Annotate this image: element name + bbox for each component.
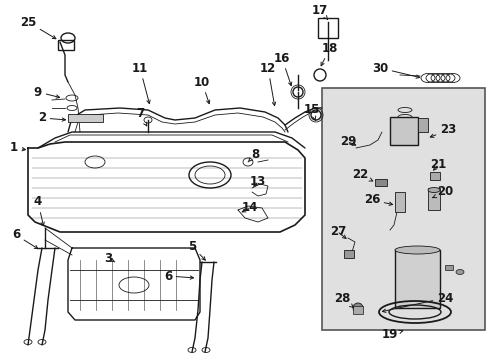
Text: 6: 6 [163,270,193,283]
Text: 11: 11 [132,62,150,104]
Text: 20: 20 [432,185,452,198]
Text: 14: 14 [242,202,258,215]
Text: 3: 3 [104,252,115,265]
Bar [58,40,74,50]
Text: 18: 18 [321,41,338,66]
Bar [394,250,439,308]
Bar [394,192,404,212]
Text: 24: 24 [382,292,452,312]
Bar [417,118,427,132]
Text: 29: 29 [339,135,355,148]
Bar [444,265,452,270]
Ellipse shape [427,188,439,193]
Text: 13: 13 [249,175,265,189]
Text: 30: 30 [371,62,419,78]
Text: 12: 12 [259,62,276,105]
Text: 1: 1 [10,141,25,154]
Bar [352,306,362,314]
Text: 8: 8 [247,148,259,162]
Ellipse shape [352,303,362,313]
Text: 15: 15 [303,104,320,121]
Text: 27: 27 [329,225,346,238]
Text: 26: 26 [363,193,392,207]
Text: 2: 2 [38,112,65,125]
Text: 7: 7 [136,108,146,126]
Text: 16: 16 [273,51,291,86]
Bar [68,114,103,122]
Text: 9: 9 [34,85,60,99]
Text: 6: 6 [12,229,38,249]
Text: 4: 4 [34,195,44,226]
Text: 28: 28 [333,292,352,307]
Bar [389,117,417,145]
Text: 17: 17 [311,4,327,19]
Bar [374,179,386,186]
Text: 22: 22 [351,168,372,181]
Bar [429,172,439,180]
Text: 19: 19 [381,328,402,342]
Bar [321,88,484,330]
Text: 23: 23 [429,123,455,138]
Text: 5: 5 [187,239,205,260]
Bar [427,188,439,210]
Ellipse shape [455,270,463,274]
Text: 10: 10 [193,76,210,104]
Bar [317,18,337,38]
Text: 21: 21 [429,158,445,171]
Ellipse shape [394,246,439,254]
Bar [343,250,353,258]
Text: 25: 25 [20,15,56,39]
